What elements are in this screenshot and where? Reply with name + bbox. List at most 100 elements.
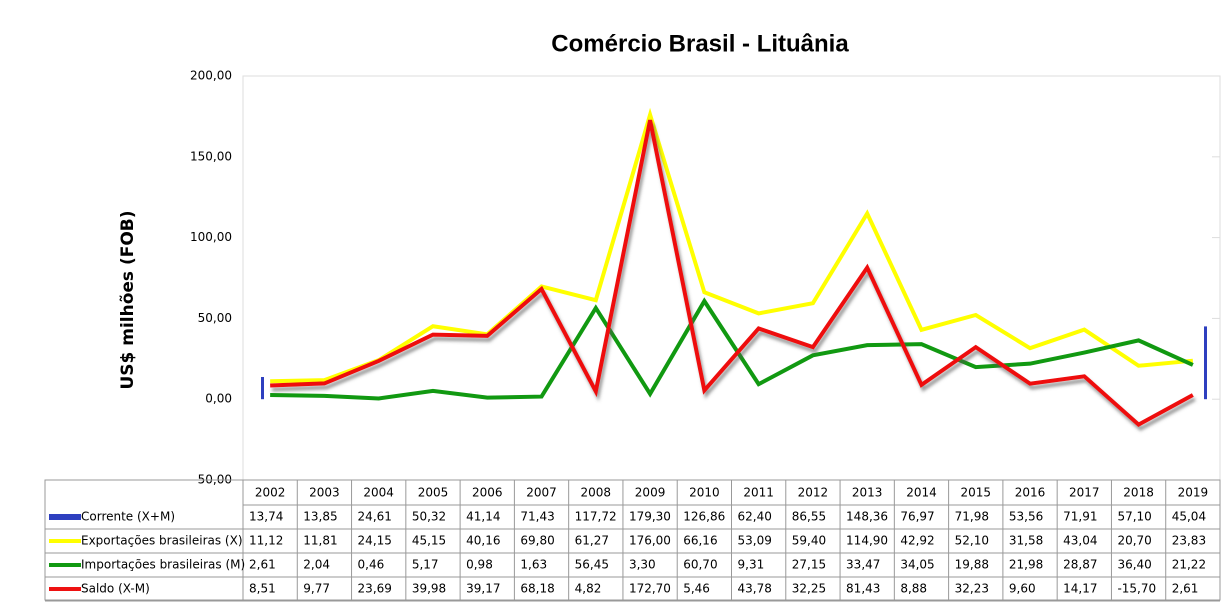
y-tick-label: 100,00 <box>190 230 232 244</box>
x-tick-label: 2002 <box>255 486 286 500</box>
table-cell: 21,22 <box>1172 558 1206 572</box>
legend-label: Importações brasileiras (M) <box>81 558 245 572</box>
table-cell: 21,98 <box>1009 558 1043 572</box>
table-cell: 59,40 <box>792 534 826 548</box>
table-cell: 4,82 <box>575 582 602 596</box>
table-cell: 32,25 <box>792 582 826 596</box>
x-tick-label: 2015 <box>960 486 991 500</box>
table-cell: 42,92 <box>900 534 934 548</box>
y-axis-label: US$ milhões (FOB) <box>118 210 138 389</box>
table-cell: 32,23 <box>955 582 989 596</box>
table-cell: 69,80 <box>520 534 554 548</box>
x-tick-label: 2005 <box>418 486 449 500</box>
plot-area <box>242 75 1221 481</box>
table-cell: 62,40 <box>738 510 772 524</box>
table-cell: 24,61 <box>358 510 392 524</box>
table-cell: 20,70 <box>1117 534 1151 548</box>
table-cell: 11,81 <box>303 534 337 548</box>
x-tick-label: 2010 <box>689 486 720 500</box>
bar <box>1204 326 1207 400</box>
table-cell: 179,30 <box>629 510 671 524</box>
table-cell: 40,16 <box>466 534 500 548</box>
x-tick-label: 2007 <box>526 486 557 500</box>
table-cell: 36,40 <box>1117 558 1151 572</box>
table-cell: 71,98 <box>955 510 989 524</box>
table-cell: 60,70 <box>683 558 717 572</box>
table-cell: 68,18 <box>520 582 554 596</box>
x-tick-label: 2012 <box>798 486 829 500</box>
x-tick-label: 2004 <box>363 486 394 500</box>
line-series <box>270 119 1194 428</box>
table-cell: 148,36 <box>846 510 888 524</box>
table-cell: 86,55 <box>792 510 826 524</box>
x-tick-label: 2008 <box>581 486 612 500</box>
table-cell: 71,91 <box>1063 510 1097 524</box>
table-cell: 56,45 <box>575 558 609 572</box>
table-cell: 2,61 <box>1172 582 1199 596</box>
x-tick-label: 2018 <box>1123 486 1154 500</box>
table-cell: 43,04 <box>1063 534 1097 548</box>
line-series <box>270 297 1194 401</box>
table-cell: 66,16 <box>683 534 717 548</box>
table-cell: 9,60 <box>1009 582 1036 596</box>
table-cell: 81,43 <box>846 582 880 596</box>
table-cell: 114,90 <box>846 534 888 548</box>
table-cell: -15,70 <box>1117 582 1156 596</box>
x-tick-label: 2011 <box>743 486 774 500</box>
table-cell: 3,30 <box>629 558 656 572</box>
bar <box>261 376 264 400</box>
table-cell: 19,88 <box>955 558 989 572</box>
table-cell: 53,09 <box>738 534 772 548</box>
table-cell: 45,15 <box>412 534 446 548</box>
table-cell: 39,17 <box>466 582 500 596</box>
table-cell: 11,12 <box>249 534 283 548</box>
table-cell: 45,04 <box>1172 510 1206 524</box>
table-cell: 1,63 <box>520 558 547 572</box>
table-cell: 8,88 <box>900 582 927 596</box>
x-tick-label: 2019 <box>1178 486 1209 500</box>
table-cell: 53,56 <box>1009 510 1043 524</box>
table-cell: 57,10 <box>1117 510 1151 524</box>
table-cell: 39,98 <box>412 582 446 596</box>
legend-key <box>49 514 81 520</box>
table-cell: 9,31 <box>738 558 765 572</box>
table-cell: 176,00 <box>629 534 671 548</box>
chart-title: Comércio Brasil - Lituânia <box>551 30 849 57</box>
table-cell: 8,51 <box>249 582 276 596</box>
y-tick-label: 50,00 <box>198 311 232 325</box>
table-cell: 13,74 <box>249 510 283 524</box>
table-cell: 61,27 <box>575 534 609 548</box>
table-cell: 2,61 <box>249 558 276 572</box>
table-cell: 0,46 <box>358 558 385 572</box>
x-tick-label: 2013 <box>852 486 883 500</box>
line-series <box>270 107 1194 384</box>
x-tick-label: 2009 <box>635 486 666 500</box>
table-cell: 71,43 <box>520 510 554 524</box>
x-tick-label: 2017 <box>1069 486 1100 500</box>
table-cell: 172,70 <box>629 582 671 596</box>
x-tick-label: 2014 <box>906 486 937 500</box>
table-cell: 0,98 <box>466 558 493 572</box>
table-cell: 2,04 <box>303 558 330 572</box>
table-cell: 34,05 <box>900 558 934 572</box>
y-tick-label: 0,00 <box>205 392 232 406</box>
table-cell: 9,77 <box>303 582 330 596</box>
table-cell: 126,86 <box>683 510 725 524</box>
table-cell: 33,47 <box>846 558 880 572</box>
table-cell: 31,58 <box>1009 534 1043 548</box>
y-tick-label: 150,00 <box>190 149 232 163</box>
x-tick-label: 2016 <box>1015 486 1046 500</box>
legend-label: Corrente (X+M) <box>81 510 175 524</box>
table-cell: 43,78 <box>738 582 772 596</box>
table-cell: 5,46 <box>683 582 710 596</box>
table-cell: 76,97 <box>900 510 934 524</box>
table-cell: 23,69 <box>358 582 392 596</box>
y-tick-label: 200,00 <box>190 69 232 83</box>
legend-label: Saldo (X-M) <box>81 582 150 596</box>
legend-label: Exportações brasileiras (X) <box>81 534 243 548</box>
x-tick-label: 2003 <box>309 486 340 500</box>
table-cell: 50,32 <box>412 510 446 524</box>
table-cell: 24,15 <box>358 534 392 548</box>
table-cell: 5,17 <box>412 558 439 572</box>
